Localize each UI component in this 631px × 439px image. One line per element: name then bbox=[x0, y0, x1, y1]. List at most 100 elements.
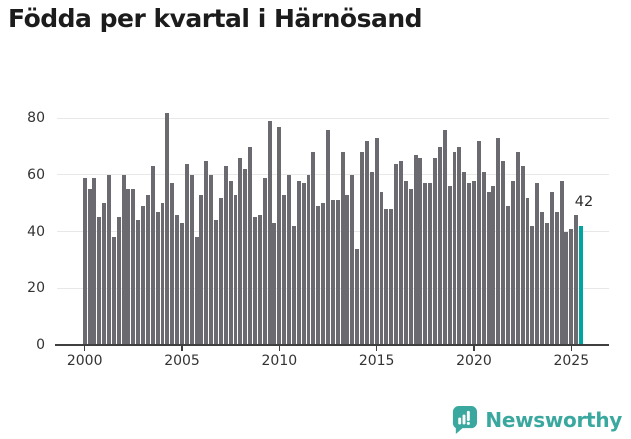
bar-2004-Q4 bbox=[175, 214, 180, 345]
bar-2021-Q3 bbox=[501, 160, 506, 345]
bar-2012-Q4 bbox=[330, 200, 335, 345]
bar-2015-Q4 bbox=[389, 208, 394, 345]
bar-2010-Q1 bbox=[277, 126, 282, 345]
bar-2012-Q3 bbox=[326, 129, 330, 345]
bar-2015-Q1 bbox=[374, 138, 379, 345]
bar-2020-Q1 bbox=[471, 180, 476, 345]
bar-2016-Q2 bbox=[398, 160, 403, 345]
bar-2021-Q1 bbox=[491, 186, 496, 345]
newsworthy-logo-icon bbox=[453, 406, 478, 434]
x-tick-2015 bbox=[375, 345, 378, 351]
bar-2018-Q3 bbox=[442, 129, 447, 345]
bar-2002-Q4 bbox=[136, 220, 141, 345]
bar-2004-Q2 bbox=[165, 112, 170, 345]
bar-2008-Q3 bbox=[248, 146, 253, 345]
bar-2010-Q2 bbox=[282, 194, 287, 345]
x-tick-label-2015: 2015 bbox=[358, 353, 395, 369]
bar-2005-Q3 bbox=[189, 174, 194, 345]
bar-2025-Q2 bbox=[574, 214, 579, 345]
bar-2012-Q2 bbox=[321, 203, 326, 345]
bar-2025-Q3 bbox=[579, 226, 583, 345]
bar-2006-Q1 bbox=[199, 194, 204, 345]
bar-2000-Q1 bbox=[82, 177, 87, 345]
bar-2001-Q4 bbox=[116, 217, 121, 345]
bar-2013-Q4 bbox=[350, 174, 355, 345]
bar-2005-Q4 bbox=[194, 237, 199, 345]
bar-2013-Q1 bbox=[335, 200, 340, 345]
bar-2008-Q2 bbox=[243, 169, 248, 345]
x-tick-label-2020: 2020 bbox=[456, 353, 492, 369]
gridline-60 bbox=[57, 174, 609, 176]
gridline-80 bbox=[57, 117, 609, 119]
bar-2004-Q1 bbox=[160, 203, 165, 345]
bar-2009-Q1 bbox=[257, 214, 262, 345]
bar-2024-Q3 bbox=[559, 180, 564, 345]
bar-2011-Q1 bbox=[296, 180, 301, 345]
bar-2000-Q2 bbox=[87, 189, 92, 345]
bar-2024-Q1 bbox=[549, 191, 554, 345]
bar-2014-Q2 bbox=[360, 152, 364, 345]
bar-2004-Q3 bbox=[170, 183, 175, 345]
bar-2000-Q4 bbox=[97, 217, 102, 345]
bar-2003-Q2 bbox=[145, 194, 150, 345]
bar-2024-Q2 bbox=[554, 211, 559, 345]
bar-2025-Q1 bbox=[569, 228, 574, 345]
bar-2007-Q3 bbox=[228, 180, 233, 345]
y-tick-label-40: 40 bbox=[27, 223, 45, 240]
bar-2009-Q3 bbox=[267, 121, 272, 345]
bar-2022-Q1 bbox=[510, 180, 515, 345]
bar-2012-Q1 bbox=[316, 206, 321, 345]
logo-bar-3 bbox=[467, 410, 471, 421]
bar-2023-Q3 bbox=[540, 211, 545, 345]
bar-2023-Q1 bbox=[530, 226, 535, 345]
bar-2023-Q4 bbox=[544, 223, 549, 345]
bar-2022-Q4 bbox=[525, 197, 530, 345]
bar-2011-Q2 bbox=[301, 183, 306, 345]
bar-2007-Q1 bbox=[218, 197, 223, 345]
x-tick-2000 bbox=[83, 345, 86, 351]
bar-2003-Q3 bbox=[150, 166, 155, 345]
bar-2010-Q4 bbox=[291, 226, 296, 345]
bar-2009-Q2 bbox=[262, 177, 267, 345]
bar-2014-Q1 bbox=[355, 248, 360, 345]
bar-2000-Q3 bbox=[92, 177, 97, 345]
x-tick-label-2005: 2005 bbox=[164, 353, 200, 369]
bar-2007-Q4 bbox=[233, 194, 238, 345]
x-tick-label-2000: 2000 bbox=[66, 353, 103, 369]
chart-title: Födda per kvartal i Härnösand bbox=[8, 4, 423, 33]
bar-2017-Q2 bbox=[418, 157, 423, 345]
bar-2003-Q4 bbox=[155, 211, 160, 345]
bar-2019-Q1 bbox=[452, 152, 457, 345]
bar-2019-Q4 bbox=[467, 183, 472, 345]
bar-2020-Q3 bbox=[481, 172, 486, 345]
bar-2011-Q3 bbox=[306, 174, 311, 345]
bar-2006-Q3 bbox=[209, 174, 214, 345]
bar-2005-Q2 bbox=[184, 163, 189, 345]
bar-2006-Q2 bbox=[204, 160, 209, 345]
bar-2017-Q1 bbox=[413, 155, 418, 345]
bar-2014-Q4 bbox=[369, 172, 374, 345]
bar-2014-Q3 bbox=[364, 140, 369, 345]
x-tick-2025 bbox=[570, 345, 573, 351]
bar-2023-Q2 bbox=[535, 183, 540, 345]
bar-2024-Q4 bbox=[564, 231, 569, 345]
bar-2019-Q2 bbox=[457, 146, 462, 345]
bar-2013-Q3 bbox=[345, 194, 350, 345]
x-tick-2005 bbox=[181, 345, 183, 351]
bar-2016-Q1 bbox=[394, 163, 399, 345]
bar-2005-Q1 bbox=[180, 223, 184, 345]
bar-2018-Q2 bbox=[437, 146, 442, 345]
bar-2001-Q2 bbox=[107, 174, 111, 345]
bar-2018-Q1 bbox=[433, 157, 437, 345]
y-tick-label-80: 80 bbox=[27, 110, 45, 127]
y-tick-label-0: 0 bbox=[36, 337, 45, 353]
bar-2013-Q2 bbox=[340, 152, 345, 345]
y-tick-label-20: 20 bbox=[27, 280, 45, 297]
logo-bar-1 bbox=[458, 417, 462, 425]
bar-2010-Q3 bbox=[287, 174, 291, 345]
logo-exclamation-dot bbox=[467, 421, 471, 425]
x-tick-2010 bbox=[278, 345, 281, 351]
highlight-value-label: 42 bbox=[574, 194, 594, 210]
bar-2007-Q2 bbox=[223, 166, 228, 345]
